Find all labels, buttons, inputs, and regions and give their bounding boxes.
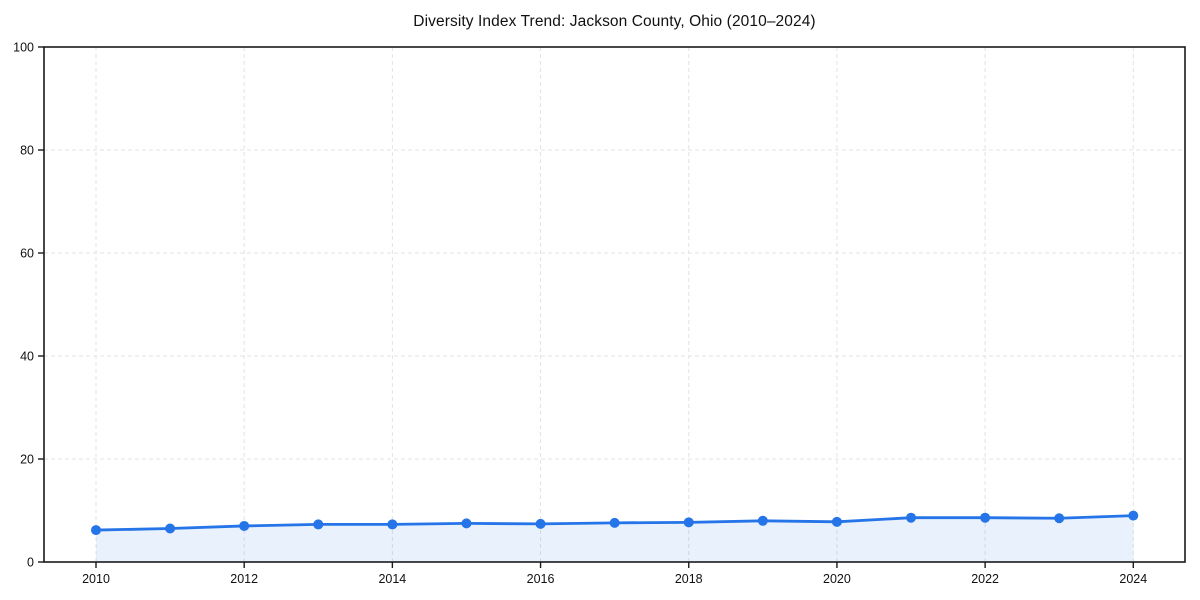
y-tick-label: 100 bbox=[13, 41, 34, 55]
data-point-marker bbox=[609, 517, 620, 528]
data-point-marker bbox=[165, 523, 176, 534]
x-tick-label: 2024 bbox=[1119, 572, 1147, 586]
data-point-marker bbox=[757, 515, 768, 526]
data-point-marker bbox=[239, 520, 250, 531]
data-point-marker bbox=[535, 518, 546, 529]
data-point-marker bbox=[387, 519, 398, 530]
x-tick-label: 2020 bbox=[823, 572, 851, 586]
axes-frame bbox=[43, 46, 1186, 563]
chart-title: Diversity Index Trend: Jackson County, O… bbox=[413, 13, 816, 30]
y-tick-label: 40 bbox=[20, 350, 34, 364]
data-point-marker bbox=[91, 525, 101, 536]
x-tick-label: 2016 bbox=[527, 572, 555, 586]
y-tick-label: 0 bbox=[27, 556, 34, 570]
x-tick-label: 2022 bbox=[971, 572, 999, 586]
y-tick-label: 60 bbox=[20, 247, 34, 261]
data-point-marker bbox=[831, 516, 842, 527]
data-point-marker bbox=[980, 512, 991, 523]
data-point-marker bbox=[461, 518, 472, 529]
data-point-marker bbox=[683, 517, 694, 528]
data-point-marker bbox=[1054, 513, 1065, 524]
y-tick-label: 20 bbox=[20, 453, 34, 467]
data-point-marker bbox=[1128, 510, 1139, 521]
data-point-marker bbox=[313, 519, 324, 530]
area-fill bbox=[96, 515, 1134, 562]
x-tick-label: 2014 bbox=[378, 572, 406, 586]
x-tick-label: 2018 bbox=[675, 572, 703, 586]
x-tick-label: 2012 bbox=[230, 572, 258, 586]
x-tick-label: 2010 bbox=[82, 572, 110, 586]
y-tick-label: 80 bbox=[20, 144, 34, 158]
data-point-marker bbox=[906, 512, 917, 523]
